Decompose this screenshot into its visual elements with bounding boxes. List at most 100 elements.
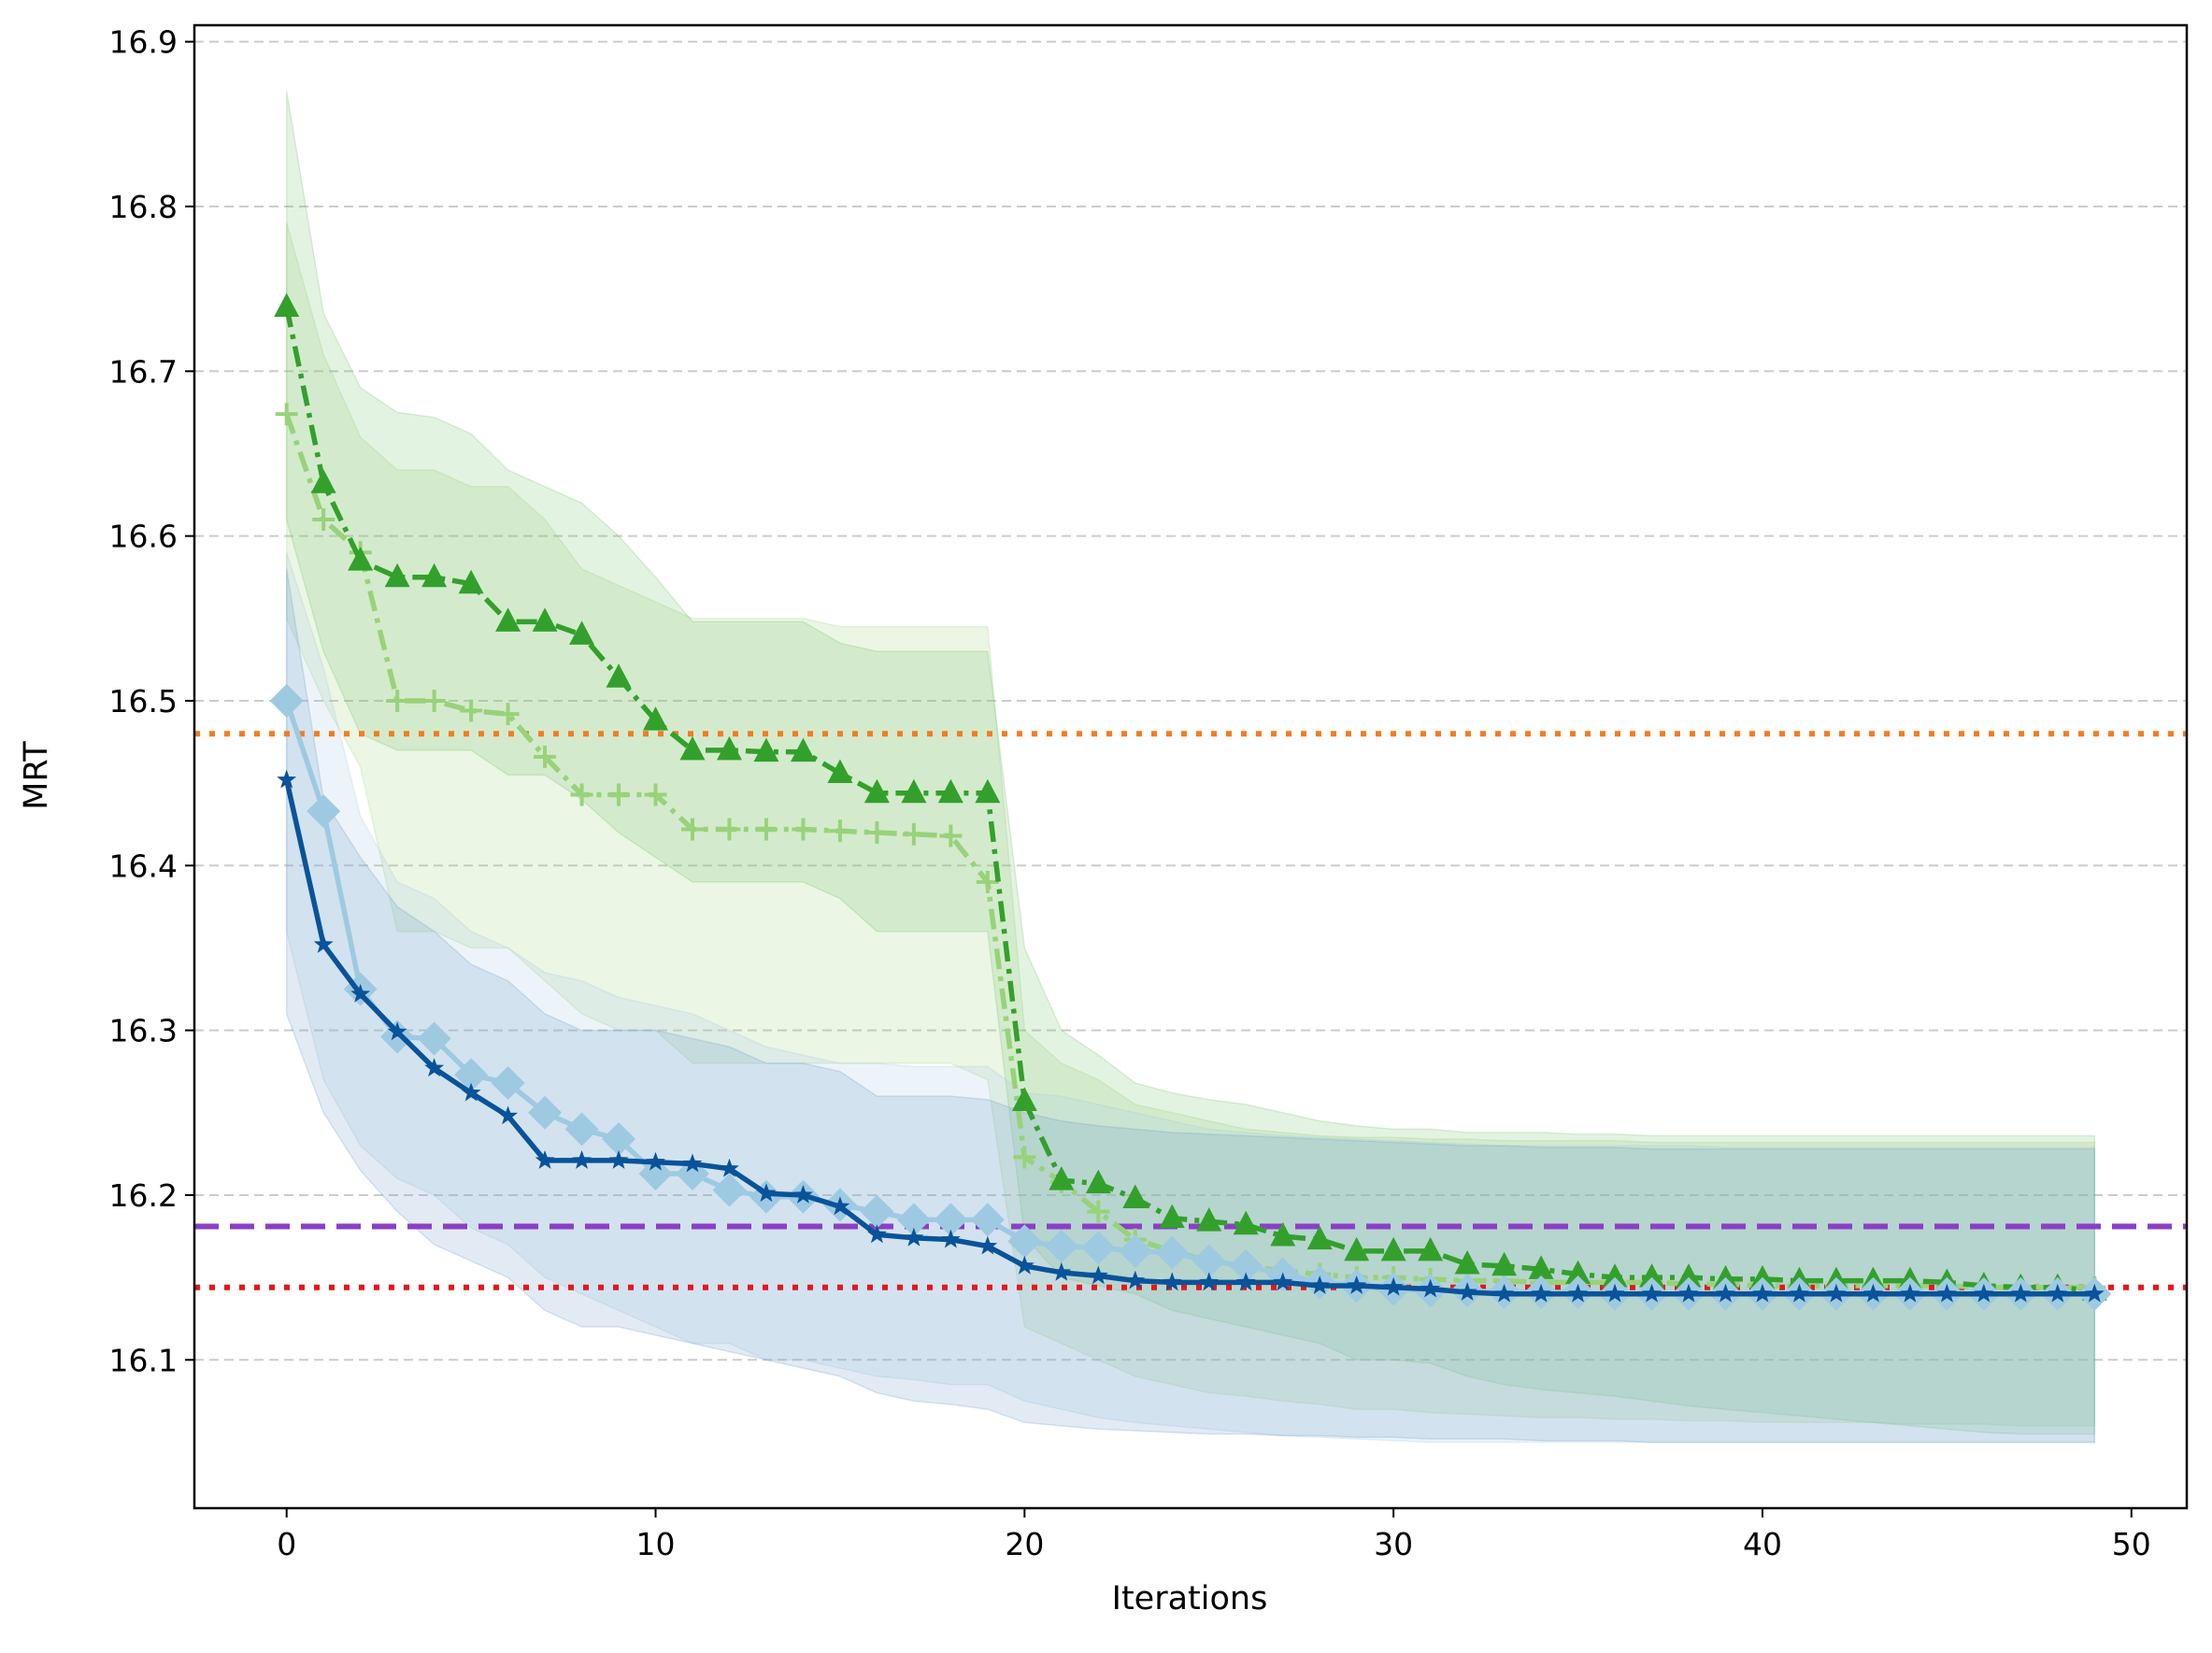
y-tick-label: 16.7 (109, 353, 178, 390)
star-marker (1383, 1276, 1404, 1296)
triangle-marker (1749, 1264, 1776, 1290)
diamond-marker (1044, 1229, 1078, 1263)
diamond-marker (1118, 1233, 1152, 1268)
triangle-marker (1454, 1250, 1480, 1275)
plus-marker (644, 783, 667, 806)
triangle-marker (643, 706, 669, 731)
triangle-marker (384, 563, 410, 588)
triangle-marker (937, 778, 963, 804)
light-blue-diamond-band (285, 552, 2096, 1444)
plot-frame (193, 23, 2189, 1510)
star-marker (1974, 1283, 1994, 1303)
star-marker (1568, 1283, 1589, 1303)
diamond-marker (380, 1019, 415, 1054)
star-marker (1531, 1283, 1551, 1303)
triangle-marker (863, 778, 890, 804)
diamond-marker (1081, 1231, 1116, 1265)
star-marker (940, 1229, 961, 1248)
plus-marker (496, 703, 520, 726)
diamond-marker (1229, 1248, 1263, 1283)
diamond-marker (602, 1122, 636, 1157)
triangle-marker (753, 737, 779, 762)
star-marker (387, 1021, 407, 1041)
y-tick-label: 16.4 (109, 848, 178, 884)
diamond-marker (1155, 1235, 1190, 1270)
star-marker (1273, 1272, 1293, 1291)
triangle-marker (790, 737, 816, 762)
dark-blue-star-series (277, 769, 2105, 1303)
triangle-marker (1159, 1204, 1185, 1229)
star-marker (866, 1224, 887, 1244)
star-marker (1789, 1283, 1809, 1303)
triangle-marker (569, 620, 595, 645)
star-marker (1199, 1272, 1220, 1291)
dark-blue-star-line (284, 779, 2095, 1297)
y-tick-label: 16.8 (109, 189, 178, 225)
star-marker (1494, 1283, 1515, 1303)
x-tick-label: 20 (1005, 1526, 1044, 1562)
star-marker (720, 1158, 739, 1177)
star-marker (1642, 1283, 1662, 1303)
star-marker (1752, 1283, 1773, 1303)
plus-marker (460, 699, 483, 722)
y-tick-label: 16.3 (109, 1013, 178, 1049)
star-marker (904, 1227, 924, 1247)
triangle-marker (1122, 1184, 1149, 1208)
x-tick-label: 30 (1374, 1526, 1413, 1562)
triangle-marker (532, 607, 558, 632)
star-marker (277, 769, 297, 789)
star-marker (756, 1183, 777, 1203)
triangle-marker (1049, 1166, 1075, 1190)
plus-marker (754, 818, 778, 841)
star-marker (1826, 1283, 1847, 1303)
star-marker (2048, 1283, 2068, 1303)
triangle-marker (1196, 1207, 1222, 1232)
triangle-marker (1233, 1210, 1259, 1235)
triangle-marker (274, 292, 300, 318)
plus-marker (865, 821, 889, 845)
triangle-marker (1676, 1263, 1702, 1288)
star-marker (1347, 1275, 1367, 1294)
star-marker (572, 1149, 592, 1169)
x-tick-label: 40 (1743, 1526, 1782, 1562)
plus-marker (939, 824, 963, 848)
triangle-marker (495, 607, 521, 632)
triangle-marker (606, 663, 632, 688)
x-tick-label: 0 (277, 1526, 296, 1562)
plus-marker (422, 689, 446, 712)
triangle-marker (458, 569, 484, 594)
star-marker (1088, 1265, 1108, 1285)
y-tick-label: 16.5 (109, 683, 178, 720)
star-marker (1051, 1261, 1072, 1281)
star-marker (461, 1082, 481, 1102)
diamond-marker (712, 1173, 747, 1207)
star-marker (1457, 1282, 1477, 1301)
star-marker (1900, 1283, 1920, 1303)
plus-marker (681, 818, 704, 841)
triangle-marker (1528, 1255, 1554, 1279)
triangle-marker (348, 547, 374, 571)
star-marker (1862, 1283, 1883, 1303)
triangle-marker (1380, 1236, 1406, 1261)
star-marker (608, 1149, 629, 1169)
triangle-marker (901, 778, 927, 804)
star-marker (424, 1058, 445, 1077)
dark-green-triangle-series (274, 292, 2107, 1301)
diamond-marker (896, 1203, 931, 1237)
diamond-marker (454, 1058, 489, 1092)
x-tick-label: 50 (2112, 1526, 2151, 1562)
plus-marker (275, 403, 298, 426)
triangle-marker (1639, 1263, 1665, 1288)
diamond-marker (1192, 1244, 1226, 1278)
star-marker (1309, 1275, 1330, 1294)
diamond-marker (417, 1021, 451, 1056)
triangle-marker (827, 759, 853, 784)
diamond-marker (934, 1203, 968, 1237)
plus-marker (792, 818, 815, 841)
diamond-marker (970, 1203, 1005, 1237)
y-axis-label: MRT (18, 741, 55, 810)
star-marker (1605, 1283, 1625, 1303)
star-marker (1420, 1278, 1441, 1298)
star-marker (1936, 1283, 1957, 1303)
